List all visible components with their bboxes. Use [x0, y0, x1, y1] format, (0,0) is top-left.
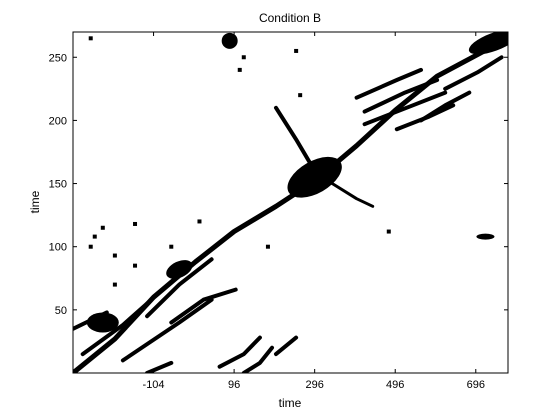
isolated-spot-4: [112, 253, 117, 258]
parallel-diagonal-0: [120, 297, 214, 363]
isolated-spot-7: [294, 48, 299, 53]
upper-right-streak-2: [362, 90, 448, 127]
y-tick-label-3: 200: [49, 115, 67, 127]
isolated-spot-1: [92, 234, 97, 239]
y-tick-label-4: 250: [49, 52, 67, 64]
isolated-spot-8: [241, 55, 246, 60]
isolated-spot-5: [88, 244, 93, 249]
y-tick-label-2: 150: [49, 179, 67, 191]
isolated-spot-9: [237, 67, 242, 72]
isolated-spot-10: [88, 36, 93, 41]
isolated-spot-13: [386, 229, 391, 234]
heatmap-cells: [73, 32, 508, 373]
isolated-spot-0: [100, 225, 105, 230]
upper-left-arm: [274, 105, 317, 173]
upper-right-streak-0: [354, 67, 423, 100]
upper-right-streak-4: [419, 90, 472, 123]
x-tick-label-0: -104: [143, 379, 165, 391]
isolated-spot-15: [112, 282, 117, 287]
top-patch: [221, 32, 238, 49]
parallel-diagonal-8: [274, 335, 299, 357]
isolated-spot-12: [265, 244, 270, 249]
y-axis-label: time: [28, 190, 42, 213]
x-tick-label-1: 96: [228, 379, 240, 391]
x-axis-label: time: [279, 396, 302, 410]
isolated-spot-11: [133, 263, 138, 268]
y-tick-label-1: 100: [49, 242, 67, 254]
parallel-diagonal-3: [169, 287, 238, 325]
isolated-spot-14: [197, 219, 202, 224]
parallel-diagonal-5: [145, 360, 174, 373]
parallel-diagonal-7: [241, 345, 274, 373]
right-edge-patch: [476, 233, 495, 240]
x-tick-label-4: 696: [467, 379, 485, 391]
parallel-diagonal-2: [145, 257, 214, 319]
y-axis-ticks: 50 100 150 200 250: [49, 52, 508, 317]
x-axis-ticks: -104 96 296 496 696: [143, 32, 485, 391]
plot-frame: [72, 31, 509, 374]
upper-right-blob: [468, 32, 508, 55]
x-tick-label-2: 296: [305, 379, 323, 391]
isolated-spot-3: [169, 244, 174, 249]
plot-area: [73, 32, 508, 373]
mid-left-block: [166, 260, 193, 279]
upper-right-streak-1: [362, 78, 440, 114]
parallel-diagonal-1: [80, 301, 150, 357]
isolated-spot-6: [298, 93, 303, 98]
upper-right-streak-5: [443, 55, 504, 91]
left-block: [86, 312, 119, 333]
central-blob: [287, 156, 342, 198]
chart-title: Condition B: [259, 11, 321, 25]
x-tick-label-3: 496: [386, 379, 404, 391]
parallel-diagonal-6: [217, 335, 262, 369]
y-tick-label-0: 50: [55, 305, 67, 317]
isolated-spot-2: [133, 221, 138, 226]
lower-right-arm: [330, 182, 375, 208]
